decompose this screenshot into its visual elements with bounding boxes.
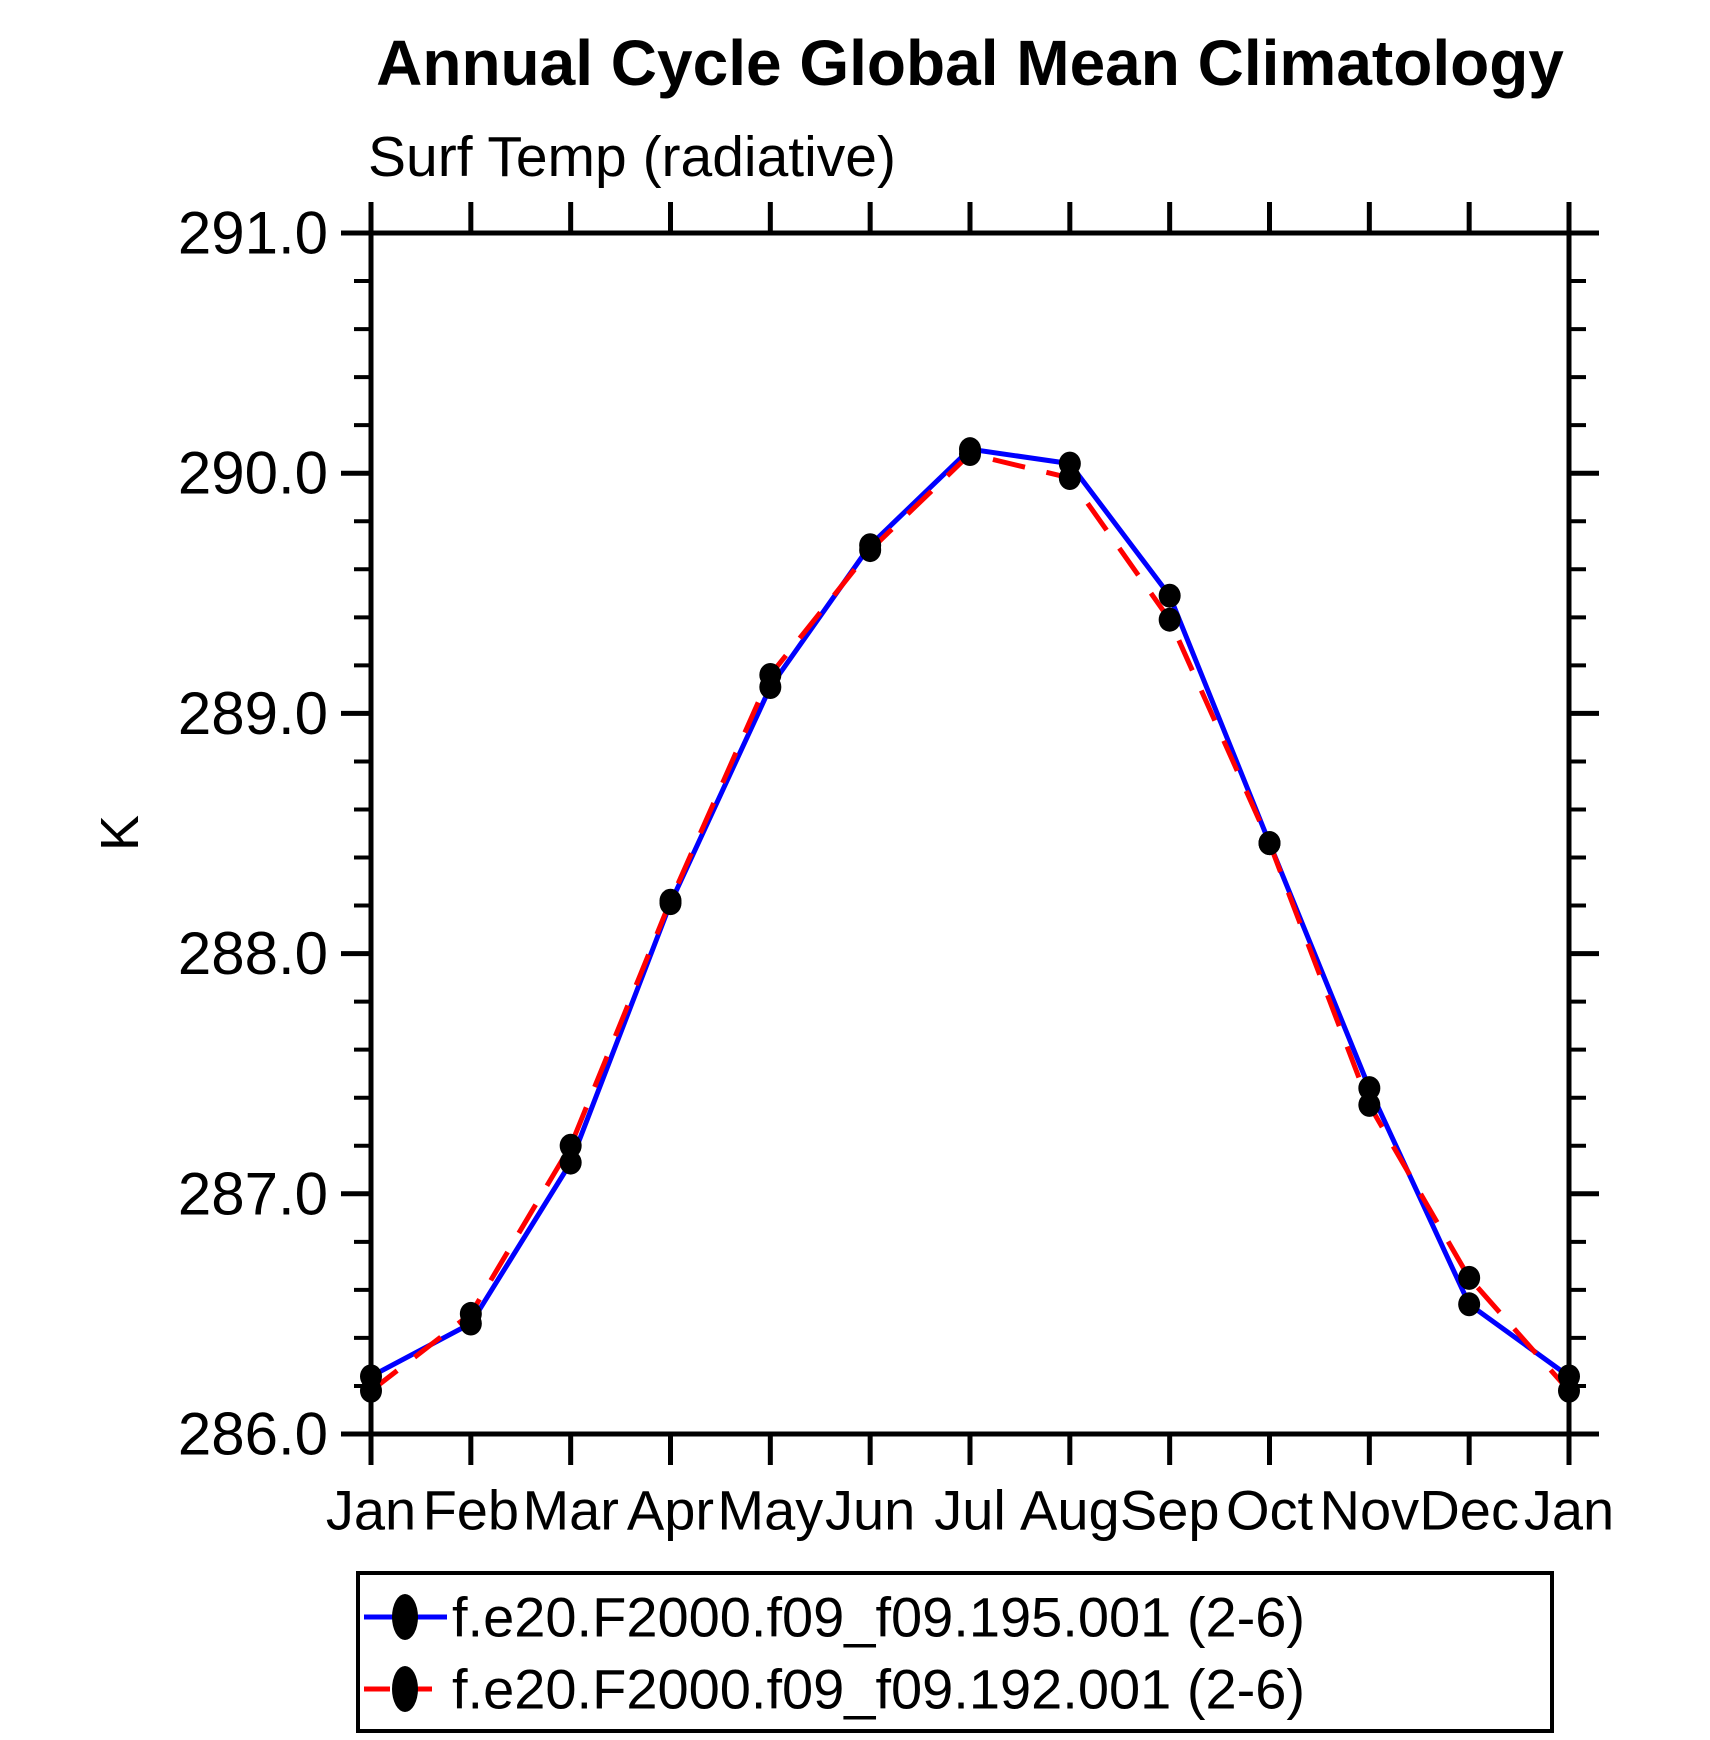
x-tick-label: Jul bbox=[934, 1479, 1006, 1542]
y-tick-label: 287.0 bbox=[178, 1160, 328, 1227]
data-point-marker bbox=[659, 888, 682, 913]
data-point-marker bbox=[1458, 1292, 1481, 1317]
legend-label-series-2: f.e20.F2000.f09_f09.192.001 (2-6) bbox=[452, 1658, 1305, 1721]
x-tick-label: Sep bbox=[1120, 1479, 1220, 1542]
x-tick-label: Feb bbox=[423, 1479, 520, 1542]
data-point-marker bbox=[1258, 831, 1281, 856]
data-point-marker bbox=[459, 1301, 482, 1326]
x-tick-label: Apr bbox=[627, 1479, 714, 1542]
chart-title: Annual Cycle Global Mean Climatology bbox=[376, 27, 1564, 99]
chart-subtitle: Surf Temp (radiative) bbox=[368, 125, 896, 189]
y-tick-label: 288.0 bbox=[178, 920, 328, 987]
y-tick-label: 290.0 bbox=[178, 440, 328, 507]
legend-marker-2 bbox=[392, 1666, 418, 1712]
data-point-marker bbox=[859, 538, 882, 563]
data-series bbox=[360, 437, 1580, 1403]
data-point-marker bbox=[1058, 466, 1081, 491]
plot-frame bbox=[368, 230, 1572, 1437]
x-tick-label: Aug bbox=[1020, 1479, 1120, 1542]
x-tick-label: Nov bbox=[1320, 1479, 1420, 1542]
data-point-marker bbox=[360, 1378, 382, 1403]
y-tick-label: 286.0 bbox=[178, 1401, 328, 1468]
data-point-marker bbox=[1558, 1378, 1580, 1403]
data-point-marker bbox=[759, 662, 782, 687]
x-tick-label: Jun bbox=[825, 1479, 915, 1542]
y-axis-label: K bbox=[90, 815, 150, 851]
y-tick-label: 291.0 bbox=[178, 200, 328, 267]
data-point-marker bbox=[1158, 607, 1181, 632]
data-point-marker bbox=[959, 441, 981, 466]
series-line-1 bbox=[369, 446, 1571, 1379]
data-point-marker bbox=[559, 1150, 582, 1175]
legend-label-series-1: f.e20.F2000.f09_f09.195.001 (2-6) bbox=[452, 1586, 1305, 1649]
x-tick-label: May bbox=[717, 1479, 823, 1542]
data-point-marker bbox=[1458, 1265, 1481, 1290]
data-point-marker bbox=[1358, 1076, 1381, 1101]
data-point-marker bbox=[1358, 1092, 1381, 1117]
legend-line-samples bbox=[364, 1594, 447, 1712]
x-tick-label: Jan bbox=[326, 1479, 416, 1542]
series-line-2 bbox=[369, 451, 1571, 1393]
x-tick-label: Mar bbox=[522, 1479, 618, 1542]
legend-marker-1 bbox=[392, 1594, 418, 1640]
y-tick-label: 289.0 bbox=[178, 680, 328, 747]
legend: f.e20.F2000.f09_f09.195.001 (2-6) f.e20.… bbox=[356, 1571, 1554, 1733]
data-point-marker bbox=[1158, 583, 1181, 608]
axis-ticks bbox=[341, 202, 1599, 1465]
axis-tick-labels: Jan Feb Mar Apr May Jun Jul Aug Sep Oct Nov Dec Jan2… bbox=[178, 200, 1614, 1542]
legend-box bbox=[356, 1571, 1554, 1733]
x-tick-label: Dec bbox=[1419, 1479, 1519, 1542]
data-point-marker bbox=[559, 1133, 582, 1158]
x-tick-label: Oct bbox=[1226, 1479, 1314, 1542]
x-tick-label: Jan bbox=[1524, 1479, 1614, 1542]
